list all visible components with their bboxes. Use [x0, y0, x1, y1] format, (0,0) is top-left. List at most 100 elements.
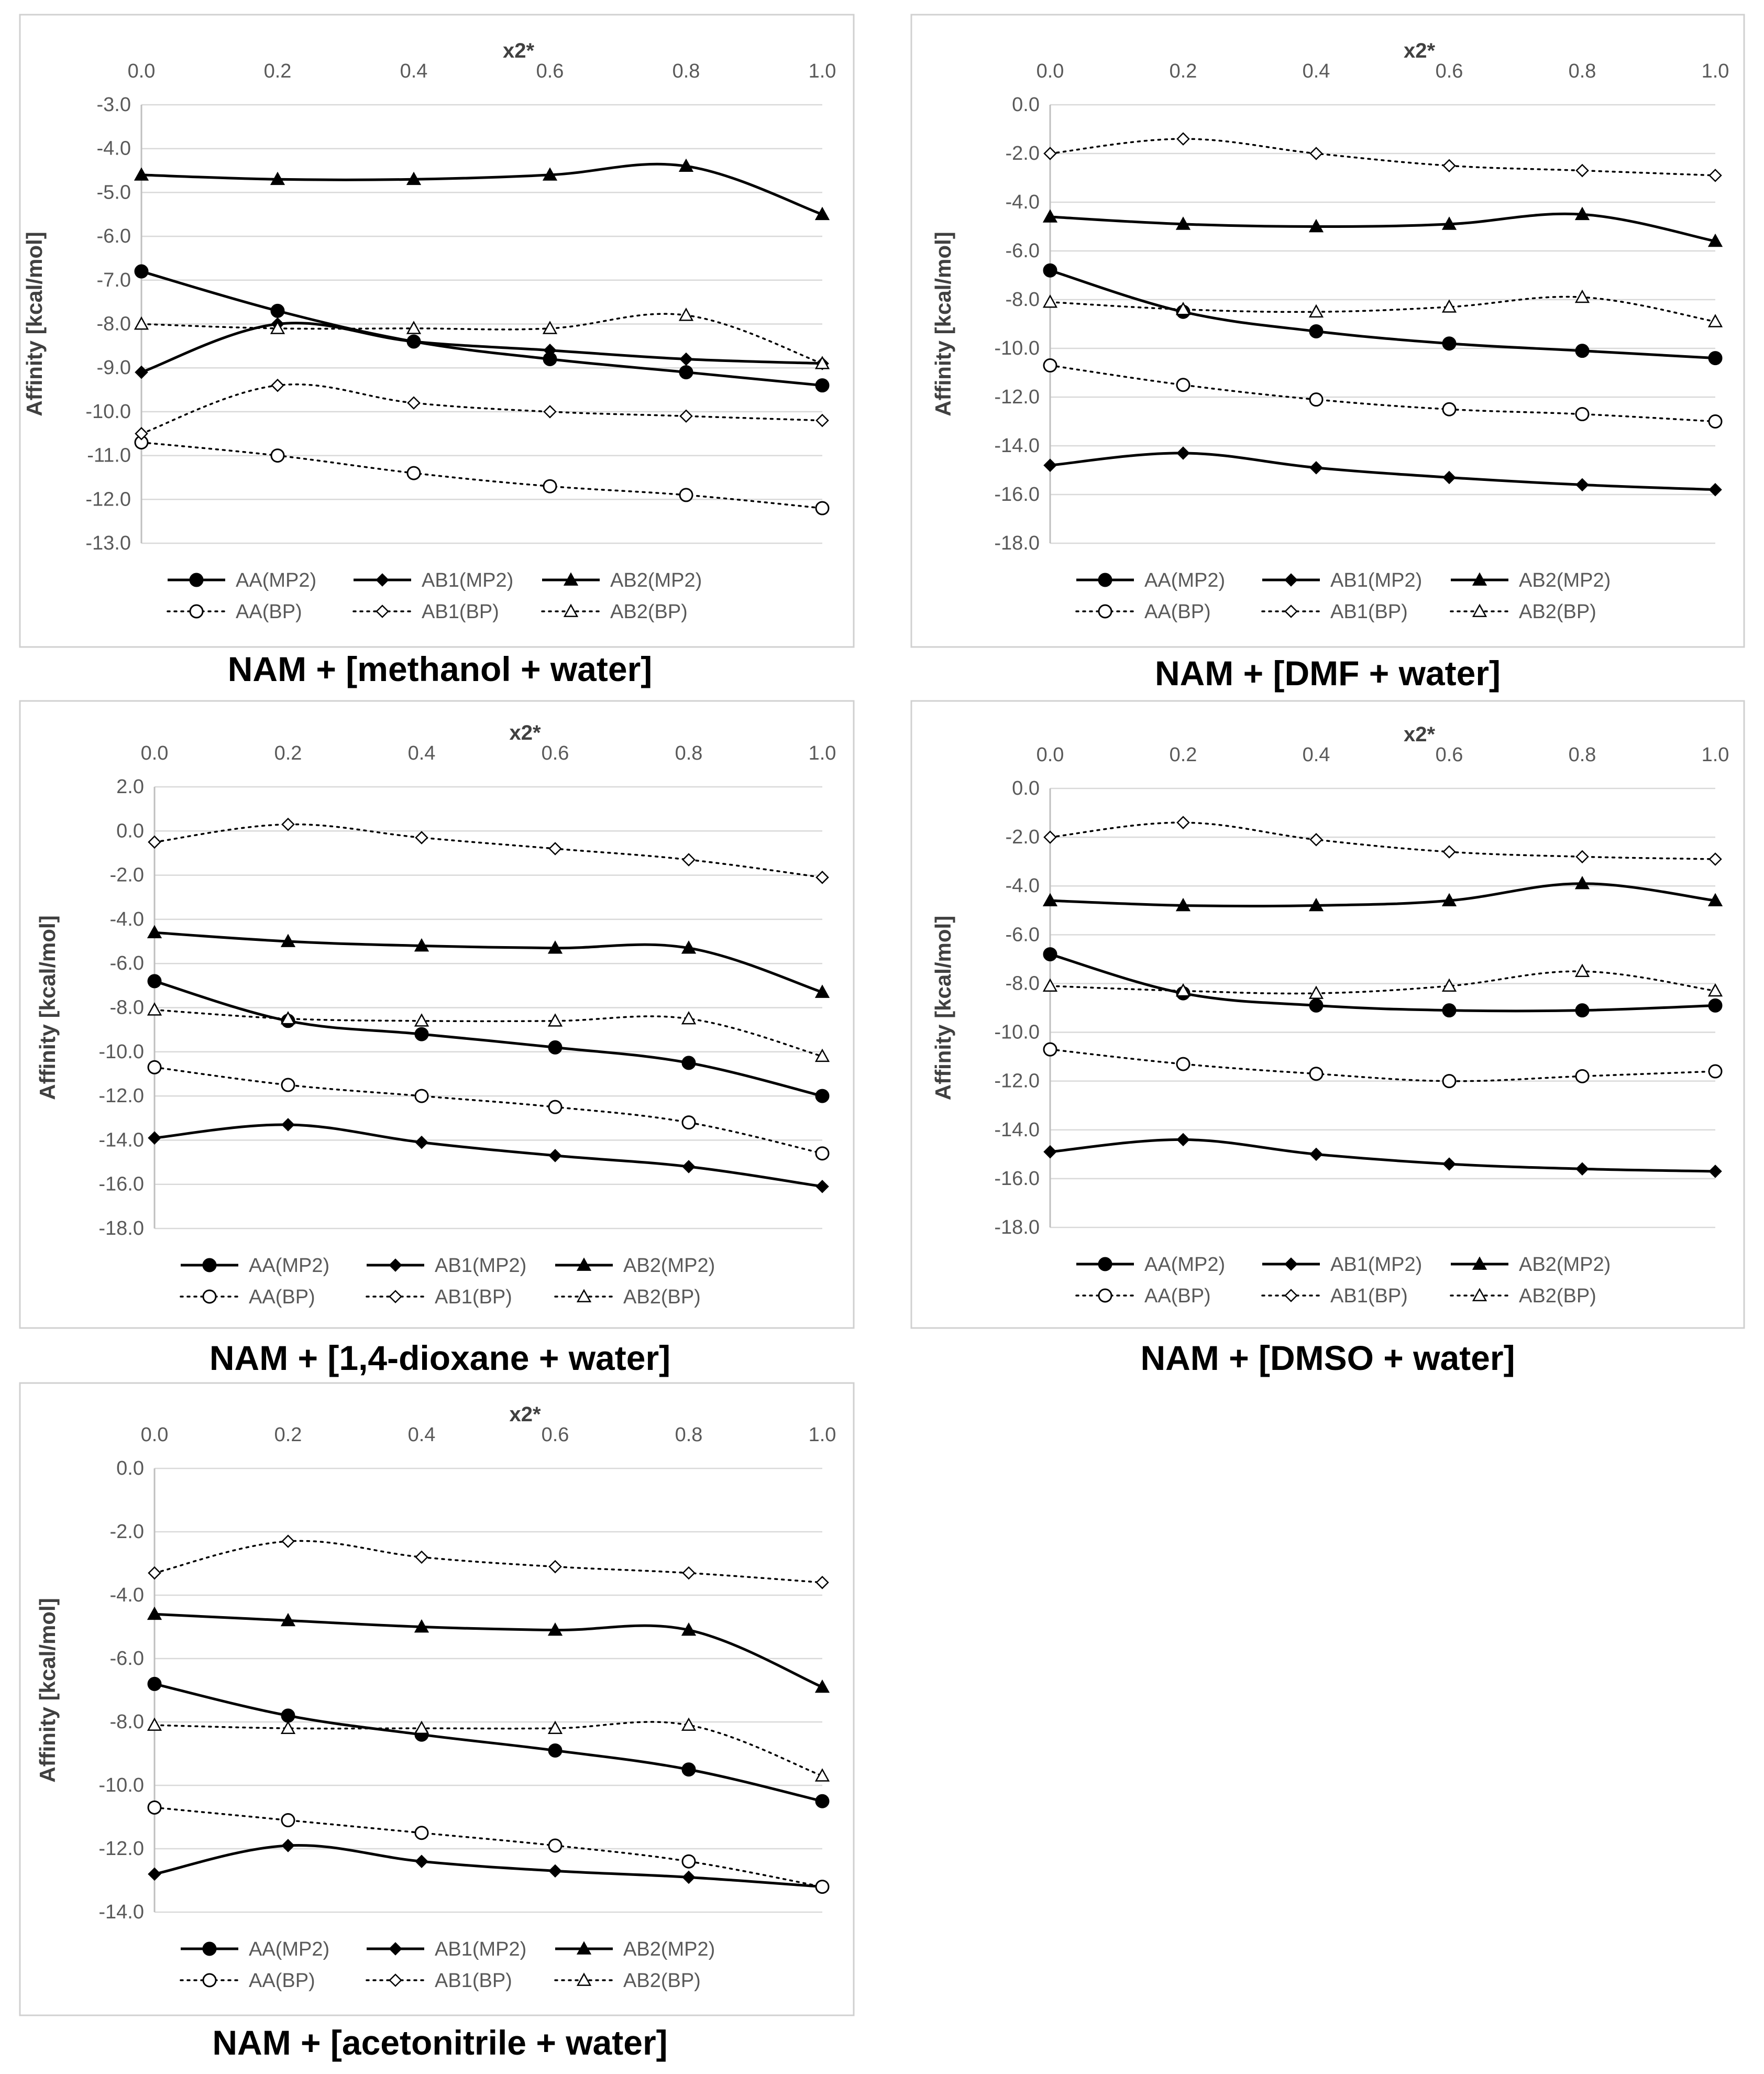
data-point: [1042, 978, 1058, 992]
data-point: [147, 1002, 162, 1016]
data-point: [1707, 233, 1723, 247]
legend-label: AA(MP2): [249, 1255, 329, 1277]
series-line: [154, 1843, 823, 1889]
data-point: [1043, 830, 1057, 844]
series-AA(MP2): [147, 1676, 830, 1808]
data-point: [281, 1078, 295, 1092]
legend-marker: [1098, 604, 1112, 619]
legend-label: AB2(BP): [623, 1970, 701, 1992]
data-point: [681, 1115, 696, 1130]
series-line: [153, 1806, 823, 1888]
data-point: [1441, 299, 1457, 313]
panel-title: NAM + [acetonitrile + water]: [212, 2023, 667, 2062]
series-line: [154, 1612, 823, 1688]
legend-item: AB1(BP): [352, 601, 499, 623]
data-point: [281, 1534, 295, 1548]
data-point: [679, 409, 693, 423]
panel-title: NAM + [DMF + water]: [1155, 654, 1501, 693]
series-line: [153, 1008, 823, 1057]
series-AB2(MP2): [1042, 875, 1723, 912]
x-axis-title: x2*: [509, 721, 541, 744]
data-point: [1308, 304, 1324, 318]
data-point: [1708, 414, 1723, 429]
data-point: [681, 1056, 696, 1070]
data-point: [148, 1131, 161, 1145]
y-tick-label: -8.0: [97, 313, 131, 335]
y-tick-label: -6.0: [1006, 924, 1040, 946]
x-tick-label: 0.6: [1436, 60, 1463, 82]
data-point: [1043, 947, 1057, 962]
data-point: [814, 984, 830, 998]
data-point: [547, 1720, 563, 1734]
series-line: [141, 162, 823, 216]
y-tick-label: -5.0: [97, 181, 131, 203]
data-point: [1309, 324, 1324, 338]
data-point: [1043, 1145, 1057, 1159]
data-point: [134, 316, 149, 330]
series-AA(MP2): [1043, 947, 1723, 1018]
data-point: [1176, 816, 1190, 829]
series-AB1(BP): [148, 1534, 829, 1589]
data-point: [280, 934, 296, 947]
data-point: [815, 1576, 829, 1589]
x-tick-label: 0.8: [1569, 60, 1596, 82]
data-point: [1575, 407, 1590, 422]
data-point: [548, 1838, 563, 1853]
y-tick-label: -10.0: [85, 401, 131, 423]
data-point: [280, 1720, 296, 1734]
legend-label: AA(MP2): [1144, 569, 1225, 591]
legend-marker: [389, 1290, 402, 1303]
legend-marker: [202, 1258, 217, 1272]
series-line: [154, 1682, 823, 1803]
legend-marker: [563, 572, 579, 586]
y-tick-label: -14.0: [994, 1119, 1040, 1141]
data-point: [280, 1011, 296, 1025]
data-point: [547, 1013, 563, 1027]
legend-marker: [1472, 603, 1487, 617]
legend-marker: [1472, 1256, 1487, 1270]
data-point: [407, 396, 421, 410]
legend-label: AB1(MP2): [435, 1938, 526, 1960]
legend-item: AB2(MP2): [542, 569, 702, 591]
data-point: [1309, 832, 1323, 847]
legend-item: AA(MP2): [181, 1938, 329, 1960]
series-AB2(MP2): [134, 158, 830, 221]
series-line: [141, 270, 823, 387]
data-point: [679, 488, 693, 502]
series-line: [1050, 452, 1716, 491]
y-tick-label: -11.0: [87, 445, 131, 467]
legend-label: AB1(MP2): [435, 1255, 526, 1277]
data-point: [280, 1612, 296, 1627]
legend-marker: [1284, 1289, 1298, 1302]
y-tick-label: -12.0: [98, 1085, 144, 1107]
data-point: [814, 1679, 830, 1693]
x-tick-label: 0.6: [536, 60, 564, 82]
y-axis-title: Affinity [kcal/mol]: [931, 916, 955, 1100]
data-point: [415, 831, 428, 844]
y-tick-label: -8.0: [1006, 289, 1040, 311]
data-point: [1575, 1069, 1590, 1083]
y-tick-label: -4.0: [97, 138, 131, 160]
y-tick-label: -7.0: [97, 269, 131, 291]
panel-frame: [19, 1382, 855, 2016]
data-point: [1442, 159, 1456, 173]
data-point: [414, 1089, 429, 1103]
data-point: [1176, 446, 1190, 460]
data-point: [1574, 875, 1590, 890]
chart-panel-3: 2.0 0.0 -2.0 -4.0 -6.0 -8.0 -10.0 -12.0 -14.0 -16…: [19, 700, 855, 1377]
data-point: [814, 356, 830, 369]
data-point: [270, 448, 285, 463]
x-tick-label: 0.0: [128, 60, 156, 82]
y-tick-label: -6.0: [110, 952, 144, 974]
y-tick-label: -18.0: [994, 1216, 1040, 1238]
legend-marker: [389, 1258, 402, 1272]
series-line: [1049, 821, 1716, 860]
data-point: [414, 1013, 429, 1027]
legend-label: AB1(BP): [1330, 1285, 1408, 1307]
data-point: [1308, 897, 1324, 912]
data-point: [542, 167, 558, 181]
legend-label: AA(MP2): [1144, 1254, 1225, 1276]
data-point: [1441, 216, 1457, 230]
series-line: [1050, 212, 1716, 243]
y-tick-label: -18.0: [994, 532, 1040, 554]
